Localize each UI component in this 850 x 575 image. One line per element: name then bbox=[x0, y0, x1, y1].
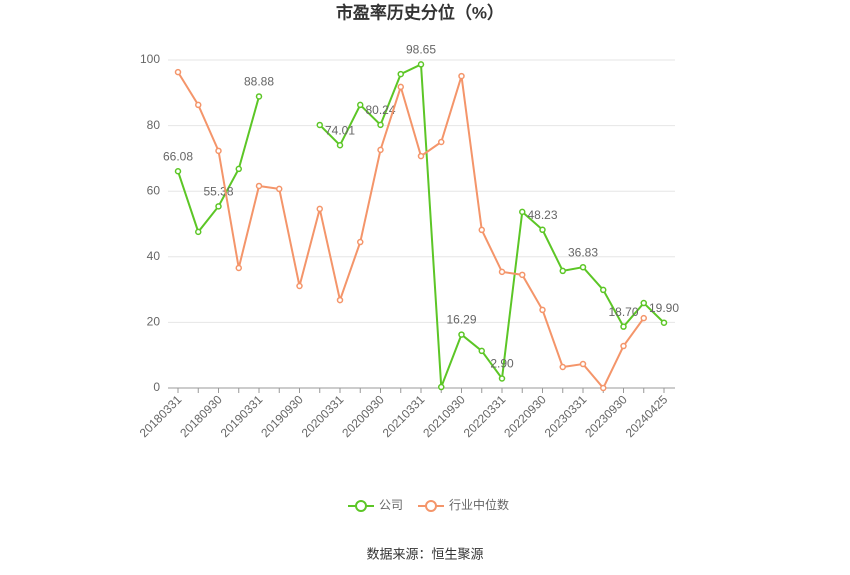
data-point bbox=[336, 296, 344, 304]
data-point bbox=[336, 141, 344, 149]
data-label: 18.70 bbox=[608, 305, 638, 319]
x-tick-label: 20230331 bbox=[542, 392, 590, 440]
data-point bbox=[579, 263, 587, 271]
data-point bbox=[377, 121, 384, 129]
data-point bbox=[296, 282, 303, 290]
data-point bbox=[255, 182, 263, 190]
data-label: 66.08 bbox=[163, 149, 193, 163]
data-point bbox=[620, 323, 627, 330]
data-point bbox=[174, 68, 182, 76]
data-point bbox=[498, 375, 506, 382]
data-point bbox=[195, 101, 202, 109]
x-tick-label: 20180930 bbox=[177, 392, 225, 440]
data-point bbox=[640, 314, 647, 322]
x-tick-label: 20210331 bbox=[380, 392, 428, 440]
legend-label: 行业中位数 bbox=[449, 497, 509, 512]
data-point bbox=[600, 384, 607, 392]
data-point bbox=[316, 121, 323, 129]
data-label: 88.88 bbox=[244, 75, 274, 89]
data-point bbox=[357, 238, 364, 246]
data-label: 36.83 bbox=[568, 245, 598, 259]
x-tick-label: 20200331 bbox=[299, 392, 347, 440]
data-point bbox=[600, 286, 607, 294]
data-point bbox=[498, 268, 506, 276]
series-line bbox=[177, 62, 665, 388]
data-point bbox=[438, 383, 445, 391]
data-point bbox=[377, 146, 384, 154]
data-point bbox=[316, 205, 323, 213]
x-tick-label: 20190930 bbox=[258, 392, 306, 440]
data-point bbox=[620, 342, 627, 350]
data-point bbox=[539, 306, 546, 314]
data-point bbox=[357, 101, 364, 109]
legend-symbol bbox=[355, 500, 367, 512]
data-point bbox=[640, 299, 647, 307]
data-point bbox=[539, 226, 546, 234]
data-point bbox=[215, 203, 222, 210]
x-tick-label: 20220331 bbox=[461, 392, 509, 440]
chart-title: 市盈率历史分位（%） bbox=[336, 2, 504, 22]
series-line bbox=[177, 71, 645, 390]
data-label: 48.23 bbox=[527, 208, 557, 222]
x-tick-label: 20200930 bbox=[339, 392, 387, 440]
y-tick-label: 0 bbox=[153, 380, 160, 394]
source-note: 数据来源：恒生聚源 bbox=[366, 546, 483, 561]
data-point bbox=[276, 185, 283, 193]
data-point bbox=[235, 165, 242, 173]
data-label: 19.90 bbox=[649, 301, 679, 315]
data-label: 74.01 bbox=[325, 123, 355, 137]
x-tick-label: 20220930 bbox=[501, 392, 549, 440]
data-label: 55.38 bbox=[203, 185, 233, 199]
x-tick-label: 20210930 bbox=[420, 392, 468, 440]
y-tick-label: 100 bbox=[140, 52, 160, 66]
y-tick-label: 20 bbox=[147, 315, 161, 329]
x-tick-label: 20240425 bbox=[623, 392, 671, 440]
x-tick-label: 20230930 bbox=[582, 392, 630, 440]
data-point bbox=[478, 347, 485, 355]
x-tick-label: 20190331 bbox=[218, 392, 266, 440]
data-point bbox=[579, 360, 587, 368]
data-label: 16.29 bbox=[446, 313, 476, 327]
data-label: 98.65 bbox=[406, 43, 436, 57]
x-tick-label: 20180331 bbox=[137, 392, 185, 440]
data-point bbox=[559, 267, 566, 275]
data-point bbox=[559, 363, 566, 371]
data-point bbox=[417, 61, 425, 68]
legend-symbol bbox=[425, 500, 437, 512]
data-point bbox=[174, 168, 182, 175]
data-point bbox=[235, 264, 242, 272]
legend-label: 公司 bbox=[379, 498, 403, 512]
data-point bbox=[397, 83, 404, 91]
data-point bbox=[255, 93, 263, 100]
data-point bbox=[438, 138, 445, 146]
data-label: 80.24 bbox=[365, 103, 395, 117]
y-tick-label: 80 bbox=[147, 118, 161, 132]
y-tick-label: 40 bbox=[147, 249, 161, 263]
data-point bbox=[215, 147, 222, 155]
data-point bbox=[660, 319, 668, 326]
data-point bbox=[195, 228, 202, 236]
data-point bbox=[417, 152, 425, 160]
data-point bbox=[458, 331, 465, 338]
data-point bbox=[397, 70, 404, 78]
y-tick-label: 60 bbox=[147, 183, 161, 197]
data-point bbox=[519, 208, 526, 216]
data-point bbox=[478, 226, 485, 234]
data-point bbox=[519, 271, 526, 279]
data-label: 2.90 bbox=[490, 357, 514, 371]
data-point bbox=[458, 72, 465, 80]
